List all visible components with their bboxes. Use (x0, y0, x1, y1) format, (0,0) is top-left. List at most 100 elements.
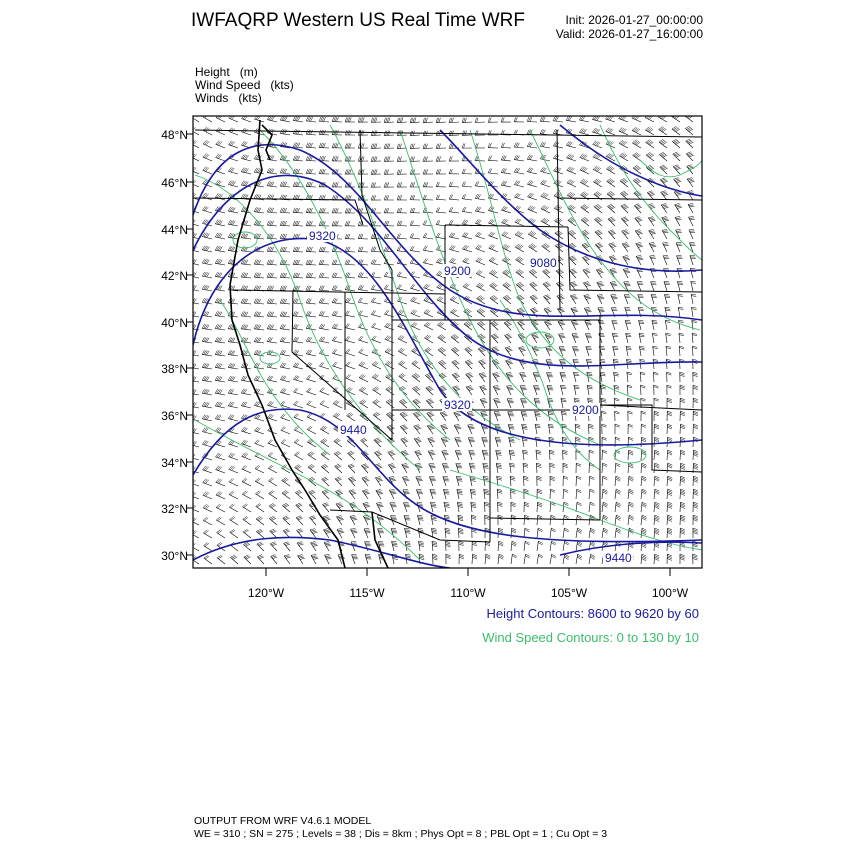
wind-barb-feather (568, 179, 573, 184)
wind-barb-feather (448, 219, 452, 225)
wind-barb-feather (622, 141, 628, 146)
wind-barb-feather (660, 190, 666, 193)
wind-barb-feather (496, 464, 502, 466)
wind-barb-feather (554, 217, 559, 221)
wind-barb-feather (364, 493, 370, 495)
wind-barb-feather (521, 363, 527, 365)
wind-barb-feather (452, 310, 458, 314)
wind-barb-feather (360, 272, 364, 278)
wind-barb-feather (360, 246, 364, 252)
wind-barb-feather (562, 465, 568, 469)
wind-barb-feather (307, 285, 310, 291)
wind-barb-feather (560, 385, 566, 387)
wind-barb-feather (687, 178, 693, 181)
wind-barb-feather (241, 414, 245, 419)
wind-barb-feather (477, 296, 483, 300)
wind-barb-feather (308, 246, 312, 252)
wind-barb-feather (240, 285, 244, 291)
wind-barb-feather (450, 156, 453, 162)
wind-barb-feather (216, 478, 221, 483)
wind-barb-feather (334, 208, 338, 214)
wind-barb-feather (585, 271, 591, 274)
wind-barb-feather (384, 284, 388, 290)
wind-barb-feather (351, 479, 357, 483)
wind-barb-feather (679, 345, 685, 348)
wind-barb-feather (566, 141, 570, 146)
wind-barb-feather (597, 282, 603, 284)
wind-barb-feather (232, 246, 236, 252)
wind-barb-feather (467, 374, 473, 377)
wind-barb-feather (504, 194, 508, 199)
wind-barb-feather (479, 322, 485, 326)
wind-barb-feather (612, 347, 619, 349)
wind-barb-feather (527, 205, 532, 210)
wind-barb-feather (614, 399, 620, 402)
wind-barb-feather (662, 179, 668, 183)
wind-barb-feather (515, 243, 520, 248)
wind-barb-feather (481, 387, 487, 390)
wind-barb (397, 288, 408, 292)
wind-barb-feather (349, 117, 352, 123)
wind-barb-feather (567, 191, 572, 196)
wind-barb-feather (372, 323, 377, 328)
wind-barb-feather (232, 272, 236, 278)
wind-barb-feather (623, 256, 629, 259)
wind-barb-feather (216, 259, 220, 264)
wind-barb-feather (519, 309, 524, 313)
wind-barb-feather (647, 203, 653, 206)
wind-barb-feather (437, 181, 440, 187)
wind-barb-feather (514, 180, 518, 185)
wind-barb-feather (364, 466, 370, 470)
wind-barb-feather (412, 117, 415, 123)
wind-barb-feather (680, 462, 686, 466)
wind-barb-feather (435, 207, 439, 213)
wind-barb-feather (569, 243, 575, 247)
wind-barb-feather (414, 400, 420, 404)
wind-barb-feather (661, 191, 667, 194)
wind-barb-feather (548, 426, 554, 429)
wind-barb-feather (345, 336, 349, 341)
wind-barb-feather (442, 388, 448, 392)
wind-barb-feather (660, 177, 665, 180)
wind-barb (386, 426, 395, 435)
wind-barb-feather (373, 437, 379, 441)
wind-barb-feather (654, 452, 660, 456)
wind-barb-feather (201, 284, 205, 290)
wind-barb-feather (559, 297, 565, 300)
wind-barb-feather (614, 387, 620, 390)
wind-barb (193, 315, 200, 318)
wind-barb-feather (627, 412, 633, 415)
wind-barb-feather (390, 490, 396, 492)
wind-barb-feather (253, 298, 257, 304)
wind-barb-feather (452, 372, 457, 375)
wind-barb-feather (530, 245, 536, 249)
wind-barb-feather (266, 194, 270, 199)
wind-barb-feather (347, 413, 352, 417)
wind-barb-feather (229, 193, 233, 199)
wind-barb-feather (576, 475, 582, 479)
wind-barb-feather (430, 454, 436, 456)
wind-barb-feather (360, 374, 365, 379)
wind-barb-feather (688, 166, 694, 169)
wind-barb-feather (589, 451, 594, 454)
wind-barb-feather (665, 309, 671, 312)
wind-barb-feather (279, 337, 283, 342)
wind-barb-feather (687, 203, 693, 205)
wind-barb-feather (576, 462, 581, 466)
wind-barb-feather (281, 401, 286, 406)
wind-barb-feather (269, 246, 273, 252)
wind-barb-feather (229, 233, 233, 238)
wind-barb-feather (400, 349, 405, 353)
wind-barb-feather (606, 178, 612, 182)
wind-barb-feather (442, 426, 448, 429)
wind-barb-feather (451, 233, 456, 238)
wind-barb-feather (678, 308, 684, 310)
wind-barb-feather (255, 298, 258, 304)
wind-barb-feather (319, 387, 324, 392)
wind-barb-feather (691, 319, 697, 322)
wind-barb-feather (335, 464, 341, 468)
wind-barb-feather (268, 375, 272, 381)
wind-barb-feather (635, 192, 641, 196)
wind-barb-feather (441, 387, 447, 391)
wind-barb-feather (489, 232, 494, 237)
